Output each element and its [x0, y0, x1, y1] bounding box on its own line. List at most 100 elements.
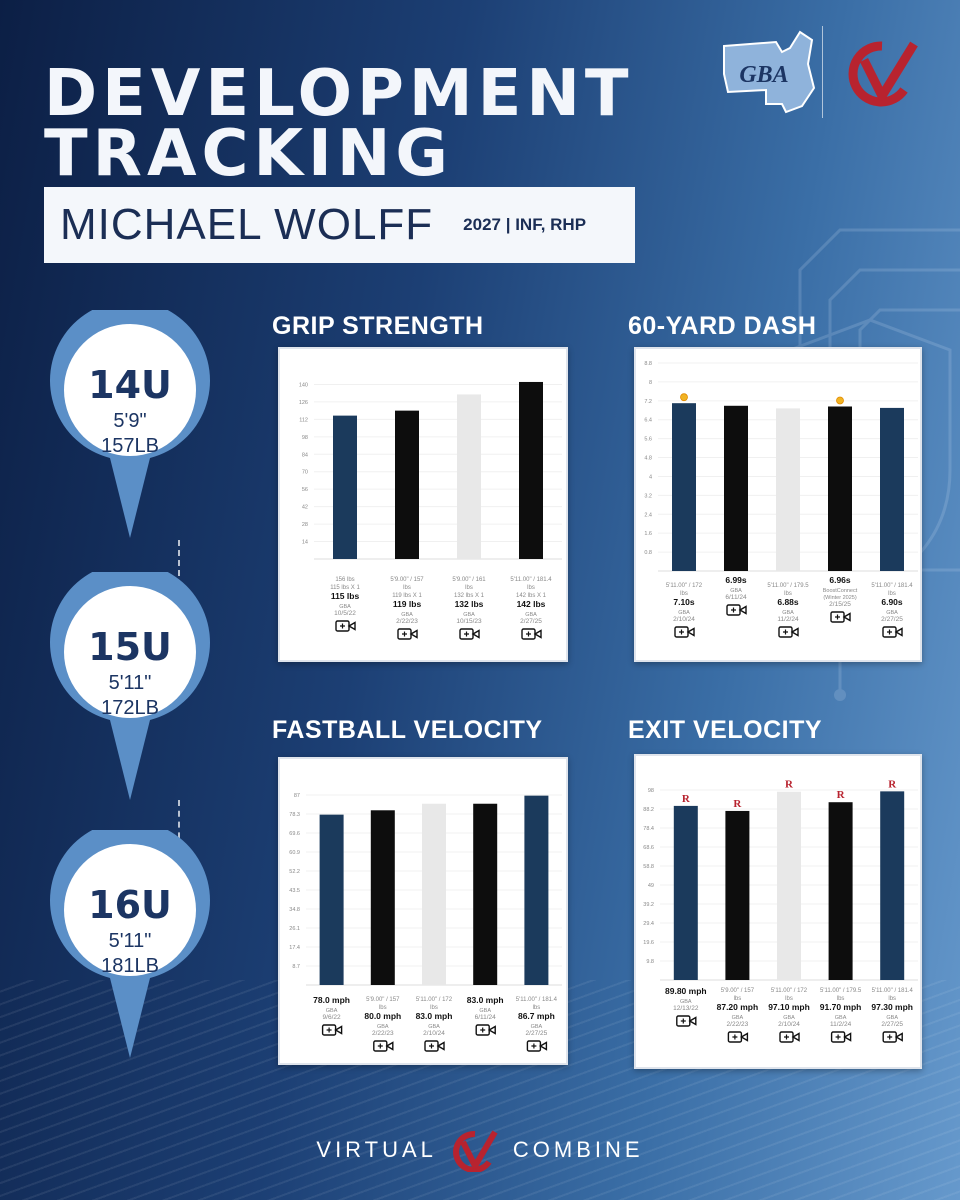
y-tick-label: 28 — [302, 522, 308, 528]
bar — [370, 810, 395, 985]
y-tick-label: 98 — [302, 435, 308, 441]
y-tick-label: 8.8 — [644, 361, 652, 367]
player-name: MICHAEL WOLFF — [60, 200, 434, 249]
logo-divider — [822, 26, 823, 118]
bar-value-label: 7.10s — [673, 597, 695, 607]
video-camera-icon — [882, 626, 903, 638]
bar-source-label: GBA — [732, 1015, 744, 1021]
bar-sub-label: lbs — [430, 1005, 438, 1011]
y-tick-label: 6.4 — [644, 418, 652, 424]
bar-source-label: GBA — [678, 610, 690, 616]
video-camera-icon — [676, 1015, 697, 1027]
r-badge-icon: R — [733, 798, 742, 810]
marker-age: 14U — [88, 363, 172, 407]
bar-source-label: GBA — [463, 612, 475, 618]
bar — [828, 406, 852, 571]
bar-source-label: GBA — [730, 588, 742, 594]
video-camera-icon — [779, 1031, 800, 1043]
video-camera-icon — [424, 1040, 445, 1052]
y-tick-label: 26.1 — [289, 926, 300, 932]
y-tick-label: 56 — [302, 487, 308, 493]
gba-state-logo: GBA — [723, 30, 816, 114]
bar-sub-label: lbs — [379, 1005, 387, 1011]
y-tick-label: 43.5 — [289, 888, 300, 894]
bar — [473, 803, 498, 985]
r-badge-icon: R — [785, 779, 794, 791]
bar — [880, 791, 905, 980]
bar-value-label: 89.80 mph — [665, 986, 707, 996]
bar-source-label: GBA — [680, 999, 692, 1005]
bar-value-label: 83.0 mph — [467, 995, 504, 1005]
y-tick-label: 39.2 — [643, 902, 654, 908]
bar-date-label: 6/11/24 — [725, 594, 747, 601]
y-tick-label: 140 — [299, 382, 308, 388]
y-tick-label: 42 — [302, 505, 308, 511]
gba-logo-text: GBA — [739, 62, 788, 88]
bar-value-label: 86.7 mph — [518, 1011, 555, 1021]
bar-date-label: 12/13/22 — [673, 1005, 699, 1012]
y-tick-label: 84 — [302, 452, 308, 458]
sixty-yard-dash-chart: 8.8 8 7.2 6.4 5.6 4.8 4 3.2 2.4 1.6 0.8 5'11.00" / … — [634, 347, 922, 662]
bar-sub-label: 5'9.00" / 161 — [452, 577, 486, 583]
sixty-yard-dash-title: 60-YARD DASH — [628, 312, 817, 340]
bar-date-label: 2/27/25 — [881, 616, 903, 623]
bar-sub-label: 5'11.00" / 181.4 — [871, 583, 913, 589]
chart-svg: 140 126 112 98 84 70 56 42 28 14 156 lbs 115 lbs X … — [299, 381, 562, 640]
bar-source-label: GBA — [782, 610, 794, 616]
virtual-combine-check-icon — [848, 41, 918, 107]
bar-value-label: 97.10 mph — [768, 1002, 810, 1012]
bar-source-label: (Winter 2025) — [823, 595, 856, 601]
marker-weight: 172LB — [101, 697, 159, 719]
timeline-marker-15u: 15U 5'11" 172LB — [50, 562, 210, 822]
bar — [673, 805, 698, 980]
grip-strength-chart: 140 126 112 98 84 70 56 42 28 14 156 lbs 115 lbs X … — [278, 347, 568, 662]
bar-value-label: 80.0 mph — [364, 1011, 401, 1021]
page-title-line-2: TRACKING — [44, 117, 453, 191]
bar-source-label: GBA — [428, 1024, 440, 1030]
svg-text:R: R — [682, 793, 691, 805]
exit-velocity-title: EXIT VELOCITY — [628, 716, 823, 744]
bar-sub-label: 5'11.00" / 179.5 — [767, 583, 809, 589]
bar-value-label: 142 lbs — [517, 599, 546, 609]
y-tick-label: 2.4 — [644, 512, 652, 518]
bar-value-label: 115 lbs — [331, 591, 360, 601]
y-tick-label: 78.3 — [289, 812, 300, 818]
bar-sub-label: 5'11.00" / 172 — [416, 997, 453, 1003]
fastball-velocity-chart: 87 78.3 69.6 60.9 52.2 43.5 34.8 26.1 17.4 8.7 78.… — [278, 757, 568, 1065]
bar-date-label: 2/22/23 — [372, 1030, 394, 1037]
chart-svg: 8.8 8 7.2 6.4 5.6 4.8 4 3.2 2.4 1.6 0.8 5'11.00" / … — [644, 361, 918, 638]
footer-check-icon — [453, 1130, 498, 1172]
bar-date-label: 2/22/23 — [396, 618, 418, 625]
bar-value-label: 119 lbs — [393, 599, 422, 609]
marker-height: 5'11" — [108, 672, 152, 694]
bar — [333, 415, 357, 559]
bar-sub-label: 5'11.00" / 172 — [771, 988, 808, 994]
bar-sub-label: 156 lbs — [335, 577, 354, 583]
y-tick-label: 87 — [294, 793, 300, 799]
bar-sub-label: 5'9.00" / 157 — [366, 997, 400, 1003]
bar-date-label: 2/10/24 — [423, 1030, 445, 1037]
grip-strength-title: GRIP STRENGTH — [272, 312, 484, 340]
bar-value-label: 6.90s — [881, 597, 903, 607]
bar-date-label: 9/6/22 — [323, 1014, 341, 1021]
y-tick-label: 29.4 — [643, 921, 654, 927]
marker-weight: 157LB — [101, 435, 159, 457]
bar-sub-label: 5'11.00" / 181.4 — [516, 997, 558, 1003]
bar-sub-label: 5'11.00" / 181.4 — [872, 988, 914, 994]
bar-source-label: BoostConnect — [823, 588, 858, 594]
marker-age: 16U — [88, 883, 172, 927]
y-tick-label: 8 — [649, 380, 652, 386]
bar-source-label: GBA — [326, 1008, 338, 1014]
bar-sub-label: lbs — [734, 996, 742, 1002]
footer-word-right: COMBINE — [512, 1137, 644, 1162]
medal-icon — [836, 396, 844, 405]
bar-sub-label: lbs — [680, 591, 688, 597]
video-camera-icon — [526, 1040, 548, 1052]
bar-sub-label: lbs — [837, 996, 845, 1002]
bar-value-label: 6.88s — [777, 597, 799, 607]
bar — [524, 795, 549, 985]
bar-source-label: GBA — [377, 1024, 389, 1030]
video-camera-icon — [521, 628, 542, 640]
bar-sub-label: lbs — [785, 996, 793, 1002]
bar-value-label: 6.99s — [725, 575, 747, 585]
